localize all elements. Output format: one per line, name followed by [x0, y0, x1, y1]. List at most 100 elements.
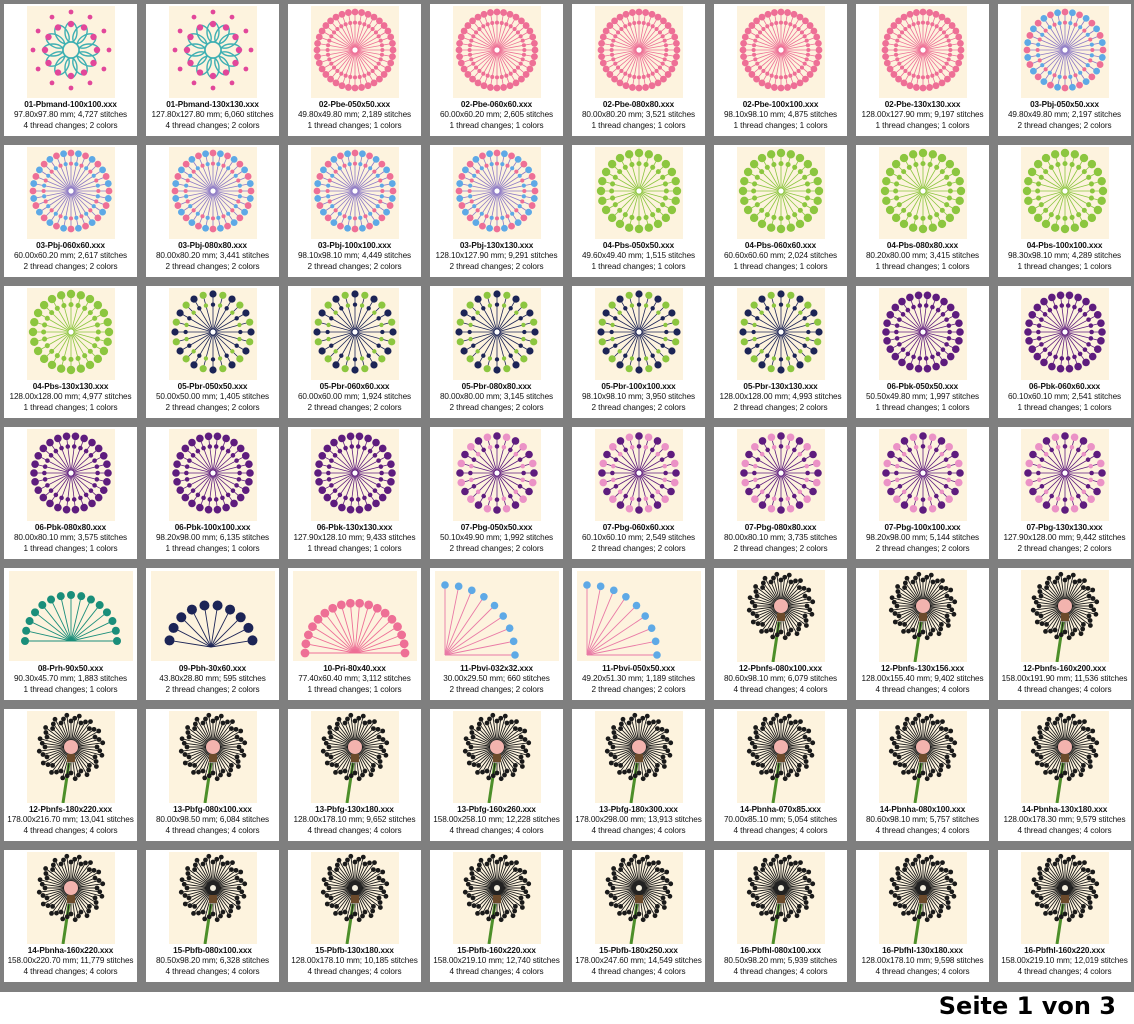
- design-card[interactable]: 07-Pbg-130x130.xxx 127.90x128.00 mm; 9,44…: [998, 427, 1131, 559]
- design-card[interactable]: 07-Pbg-060x60.xxx 60.10x60.10 mm; 2,549 s…: [572, 427, 705, 559]
- design-thumbnail: [288, 286, 421, 381]
- embroidery-preview-image: [878, 287, 967, 380]
- design-card[interactable]: 16-Pbfhl-130x180.xxx 128.00x178.10 mm; 9,…: [856, 850, 989, 982]
- design-dimensions: 80.50x98.20 mm; 5,939 stitches: [723, 956, 838, 966]
- design-card[interactable]: 04-Pbs-100x100.xxx 98.30x98.10 mm; 4,289 …: [998, 145, 1131, 277]
- design-card[interactable]: 06-Pbk-050x50.xxx 50.50x49.80 mm; 1,997 s…: [856, 286, 989, 418]
- design-card[interactable]: 09-Pbh-30x60.xxx 43.80x28.80 mm; 595 stit…: [146, 568, 279, 700]
- design-card[interactable]: 04-Pbs-060x60.xxx 60.60x60.60 mm; 2,024 s…: [714, 145, 847, 277]
- design-filename: 14-Pbnha-160x220.xxx: [27, 946, 114, 955]
- design-filename: 04-Pbs-050x50.xxx: [602, 241, 675, 250]
- design-caption: 16-Pbfhl-160x220.xxx 158.00x219.10 mm; 12…: [998, 946, 1131, 977]
- design-card[interactable]: 15-Pbfb-180x250.xxx 178.00x247.60 mm; 14,…: [572, 850, 705, 982]
- design-card[interactable]: 02-Pbe-060x60.xxx 60.00x60.20 mm; 2,605 s…: [430, 4, 563, 136]
- embroidery-preview-image: [878, 710, 967, 803]
- design-filename: 15-Pbfb-180x250.xxx: [599, 946, 678, 955]
- embroidery-preview-image: [452, 5, 541, 98]
- design-card[interactable]: 03-Pbj-130x130.xxx 128.10x127.90 mm; 9,29…: [430, 145, 563, 277]
- design-card[interactable]: 07-Pbg-080x80.xxx 80.00x80.10 mm; 3,735 s…: [714, 427, 847, 559]
- embroidery-preview-image: [594, 287, 683, 380]
- design-card[interactable]: 04-Pbs-050x50.xxx 49.60x49.40 mm; 1,515 s…: [572, 145, 705, 277]
- design-caption: 13-Pbfg-160x260.xxx 158.00x258.10 mm; 12,…: [430, 805, 563, 836]
- design-caption: 12-Pbnfs-080x100.xxx 80.60x98.10 mm; 6,07…: [714, 664, 847, 695]
- design-card[interactable]: 11-Pbvi-050x50.xxx 49.20x51.30 mm; 1,189 …: [572, 568, 705, 700]
- design-thread-info: 1 thread changes; 1 colors: [875, 402, 970, 412]
- design-card[interactable]: 15-Pbfb-160x220.xxx 158.00x219.10 mm; 12,…: [430, 850, 563, 982]
- design-card[interactable]: 04-Pbs-080x80.xxx 80.20x80.00 mm; 3,415 s…: [856, 145, 989, 277]
- design-thumbnail: [430, 568, 563, 663]
- design-thumbnail: [4, 286, 137, 381]
- design-thread-info: 1 thread changes; 1 colors: [23, 402, 118, 412]
- design-thread-info: 2 thread changes; 2 colors: [733, 402, 828, 412]
- design-card[interactable]: 12-Pbnfs-160x200.xxx 158.00x191.90 mm; 11…: [998, 568, 1131, 700]
- design-thread-info: 4 thread changes; 4 colors: [1017, 966, 1112, 976]
- design-card[interactable]: 03-Pbj-060x60.xxx 60.00x60.20 mm; 2,617 s…: [4, 145, 137, 277]
- design-caption: 07-Pbg-080x80.xxx 80.00x80.10 mm; 3,735 s…: [714, 523, 847, 554]
- design-card[interactable]: 02-Pbe-100x100.xxx 98.10x98.10 mm; 4,875 …: [714, 4, 847, 136]
- design-card[interactable]: 05-Pbr-130x130.xxx 128.00x128.00 mm; 4,99…: [714, 286, 847, 418]
- design-thumbnail: [288, 4, 421, 99]
- design-card[interactable]: 01-Pbmand-130x130.xxx 127.80x127.80 mm; 6…: [146, 4, 279, 136]
- design-card[interactable]: 14-Pbnha-070x85.xxx 70.00x85.10 mm; 5,054…: [714, 709, 847, 841]
- design-card[interactable]: 16-Pbfhl-080x100.xxx 80.50x98.20 mm; 5,93…: [714, 850, 847, 982]
- embroidery-preview-image: [594, 5, 683, 98]
- design-card[interactable]: 05-Pbr-100x100.xxx 98.10x98.10 mm; 3,950 …: [572, 286, 705, 418]
- design-filename: 16-Pbfhl-160x220.xxx: [1024, 946, 1105, 955]
- design-card[interactable]: 12-Pbnfs-080x100.xxx 80.60x98.10 mm; 6,07…: [714, 568, 847, 700]
- design-thumbnail: [856, 568, 989, 663]
- design-card[interactable]: 01-Pbmand-100x100.xxx 97.80x97.80 mm; 4,7…: [4, 4, 137, 136]
- design-card[interactable]: 13-Pbfg-130x180.xxx 128.00x178.10 mm; 9,6…: [288, 709, 421, 841]
- design-card[interactable]: 06-Pbk-060x60.xxx 60.10x60.10 mm; 2,541 s…: [998, 286, 1131, 418]
- embroidery-preview-image: [310, 428, 399, 521]
- design-thread-info: 2 thread changes; 2 colors: [307, 402, 402, 412]
- design-card[interactable]: 03-Pbj-100x100.xxx 98.10x98.10 mm; 4,449 …: [288, 145, 421, 277]
- design-dimensions: 158.00x219.10 mm; 12,740 stitches: [433, 956, 560, 966]
- design-card[interactable]: 14-Pbnha-080x100.xxx 80.60x98.10 mm; 5,75…: [856, 709, 989, 841]
- design-card[interactable]: 10-Pri-80x40.xxx 77.40x60.40 mm; 3,112 st…: [288, 568, 421, 700]
- design-filename: 11-Pbvi-050x50.xxx: [602, 664, 675, 673]
- design-card[interactable]: 13-Pbfg-160x260.xxx 158.00x258.10 mm; 12,…: [430, 709, 563, 841]
- design-thread-info: 4 thread changes; 4 colors: [1017, 684, 1112, 694]
- design-thread-info: 1 thread changes; 1 colors: [307, 684, 402, 694]
- design-card[interactable]: 07-Pbg-100x100.xxx 98.20x98.00 mm; 5,144 …: [856, 427, 989, 559]
- design-caption: 05-Pbr-100x100.xxx 98.10x98.10 mm; 3,950 …: [572, 382, 705, 413]
- design-card[interactable]: 15-Pbfb-080x100.xxx 80.50x98.20 mm; 6,328…: [146, 850, 279, 982]
- design-thread-info: 2 thread changes; 2 colors: [591, 684, 686, 694]
- design-card[interactable]: 06-Pbk-100x100.xxx 98.20x98.00 mm; 6,135 …: [146, 427, 279, 559]
- design-card[interactable]: 07-Pbg-050x50.xxx 50.10x49.90 mm; 1,992 s…: [430, 427, 563, 559]
- design-card[interactable]: 13-Pbfg-080x100.xxx 80.00x98.50 mm; 6,084…: [146, 709, 279, 841]
- design-card[interactable]: 06-Pbk-080x80.xxx 80.00x80.10 mm; 3,575 s…: [4, 427, 137, 559]
- design-card[interactable]: 05-Pbr-080x80.xxx 80.00x80.00 mm; 3,145 s…: [430, 286, 563, 418]
- design-caption: 04-Pbs-080x80.xxx 80.20x80.00 mm; 3,415 s…: [856, 241, 989, 272]
- design-card[interactable]: 06-Pbk-130x130.xxx 127.90x128.10 mm; 9,43…: [288, 427, 421, 559]
- design-card[interactable]: 15-Pbfb-130x180.xxx 128.00x178.10 mm; 10,…: [288, 850, 421, 982]
- design-card[interactable]: 12-Pbnfs-130x156.xxx 128.00x155.40 mm; 9,…: [856, 568, 989, 700]
- design-card[interactable]: 16-Pbfhl-160x220.xxx 158.00x219.10 mm; 12…: [998, 850, 1131, 982]
- design-dimensions: 80.00x80.20 mm; 3,521 stitches: [581, 110, 696, 120]
- design-card[interactable]: 03-Pbj-050x50.xxx 49.80x49.80 mm; 2,197 s…: [998, 4, 1131, 136]
- design-card[interactable]: 05-Pbr-060x60.xxx 60.00x60.00 mm; 1,924 s…: [288, 286, 421, 418]
- design-thread-info: 1 thread changes; 1 colors: [165, 543, 260, 553]
- design-dimensions: 128.10x127.90 mm; 9,291 stitches: [435, 251, 558, 261]
- embroidery-preview-image: [452, 287, 541, 380]
- design-card[interactable]: 03-Pbj-080x80.xxx 80.00x80.20 mm; 3,441 s…: [146, 145, 279, 277]
- design-card[interactable]: 08-Prh-90x50.xxx 90.30x45.70 mm; 1,883 st…: [4, 568, 137, 700]
- design-card[interactable]: 04-Pbs-130x130.xxx 128.00x128.00 mm; 4,97…: [4, 286, 137, 418]
- design-dimensions: 60.60x60.60 mm; 2,024 stitches: [723, 251, 838, 261]
- design-dimensions: 60.10x60.10 mm; 2,541 stitches: [1007, 392, 1122, 402]
- design-thumbnail: [288, 568, 421, 663]
- design-thumbnail: [572, 709, 705, 804]
- design-card[interactable]: 14-Pbnha-160x220.xxx 158.00x220.70 mm; 11…: [4, 850, 137, 982]
- design-card[interactable]: 02-Pbe-080x80.xxx 80.00x80.20 mm; 3,521 s…: [572, 4, 705, 136]
- design-thread-info: 1 thread changes; 1 colors: [591, 120, 686, 130]
- design-card[interactable]: 13-Pbfg-180x300.xxx 178.00x298.00 mm; 13,…: [572, 709, 705, 841]
- design-filename: 06-Pbk-100x100.xxx: [174, 523, 251, 532]
- design-card[interactable]: 02-Pbe-130x130.xxx 128.00x127.90 mm; 9,19…: [856, 4, 989, 136]
- design-thread-info: 4 thread changes; 4 colors: [23, 966, 118, 976]
- design-card[interactable]: 02-Pbe-050x50.xxx 49.80x49.80 mm; 2,189 s…: [288, 4, 421, 136]
- design-card[interactable]: 12-Pbnfs-180x220.xxx 178.00x216.70 mm; 13…: [4, 709, 137, 841]
- design-filename: 11-Pbvi-032x32.xxx: [460, 664, 533, 673]
- design-card[interactable]: 11-Pbvi-032x32.xxx 30.00x29.50 mm; 660 st…: [430, 568, 563, 700]
- design-card[interactable]: 05-Pbr-050x50.xxx 50.00x50.00 mm; 1,405 s…: [146, 286, 279, 418]
- design-card[interactable]: 14-Pbnha-130x180.xxx 128.00x178.30 mm; 9,…: [998, 709, 1131, 841]
